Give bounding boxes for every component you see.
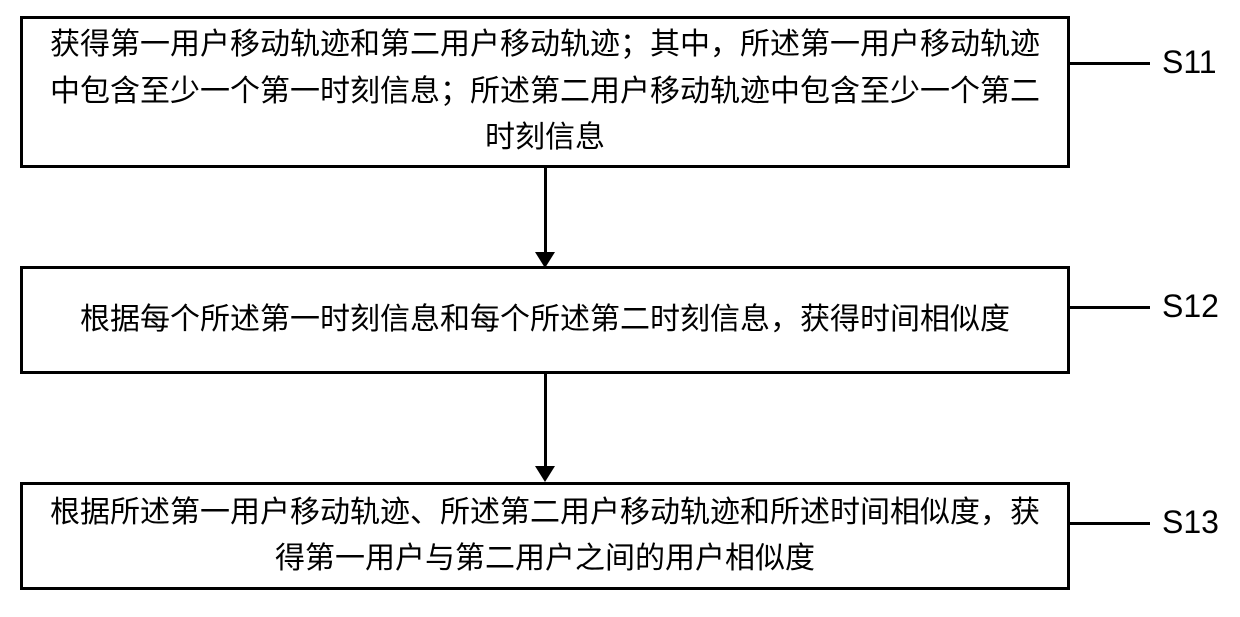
step-s12-label: S12: [1162, 288, 1219, 325]
step-s12-text: 根据每个所述第一时刻信息和每个所述第二时刻信息，获得时间相似度: [80, 297, 1010, 344]
label-line-s12: [1070, 306, 1150, 309]
step-s11-box: 获得第一用户移动轨迹和第二用户移动轨迹；其中，所述第一用户移动轨迹中包含至少一个…: [20, 16, 1070, 168]
flowchart-container: 获得第一用户移动轨迹和第二用户移动轨迹；其中，所述第一用户移动轨迹中包含至少一个…: [0, 0, 1240, 617]
step-s13-box: 根据所述第一用户移动轨迹、所述第二用户移动轨迹和所述时间相似度，获得第一用户与第…: [20, 482, 1070, 590]
arrow-s12-s13-line: [544, 374, 547, 468]
arrow-s11-s12-line: [544, 168, 547, 254]
label-line-s13: [1070, 522, 1150, 525]
arrow-s12-s13-head: [535, 466, 555, 482]
step-s12-box: 根据每个所述第一时刻信息和每个所述第二时刻信息，获得时间相似度: [20, 266, 1070, 374]
step-s11-label: S11: [1162, 44, 1217, 81]
step-s11-text: 获得第一用户移动轨迹和第二用户移动轨迹；其中，所述第一用户移动轨迹中包含至少一个…: [43, 22, 1047, 162]
label-line-s11: [1070, 62, 1150, 65]
step-s13-text: 根据所述第一用户移动轨迹、所述第二用户移动轨迹和所述时间相似度，获得第一用户与第…: [43, 490, 1047, 583]
step-s13-label: S13: [1162, 504, 1219, 541]
